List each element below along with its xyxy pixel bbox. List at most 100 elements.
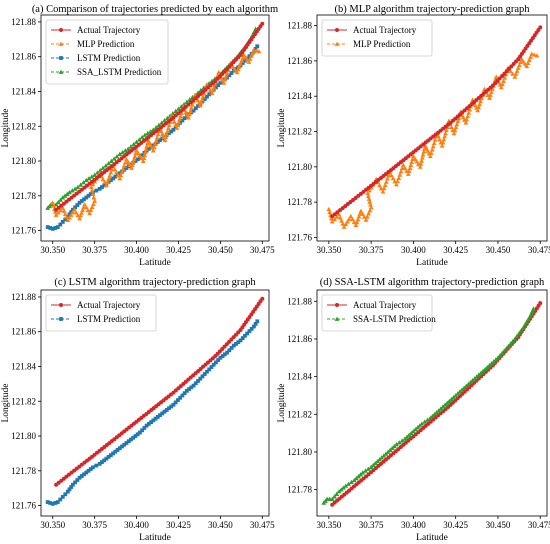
data-point-mlp (350, 216, 355, 222)
legend-marker-actual (335, 303, 339, 307)
data-point-lstm (240, 61, 245, 65)
data-point-lstm (169, 404, 174, 409)
data-point-lstm (124, 441, 129, 445)
data-point-ssa (83, 177, 89, 183)
data-point-lstm (255, 44, 260, 49)
x-tick-label: 30.350 (316, 520, 341, 530)
data-point-ssa (422, 419, 428, 424)
data-point-mlp (367, 199, 373, 204)
data-point-ssa (78, 182, 84, 187)
data-point-lstm (209, 365, 214, 369)
data-point-lstm (227, 348, 232, 353)
data-point-lstm (247, 54, 252, 59)
legend-marker-mlp (58, 41, 64, 46)
data-point-lstm (113, 449, 118, 454)
data-point-mlp (465, 113, 471, 119)
data-point-lstm (108, 178, 113, 183)
data-point-lstm (75, 203, 80, 207)
data-point-lstm (48, 226, 53, 230)
data-point-lstm (202, 97, 207, 101)
data-point-lstm (86, 468, 91, 473)
series-actual (54, 21, 265, 212)
data-point-mlp (100, 176, 106, 182)
x-tick-label: 30.475 (528, 520, 550, 530)
data-point-lstm (234, 341, 238, 346)
data-point-mlp (348, 213, 354, 219)
data-point-mlp (382, 182, 388, 188)
data-point-lstm (173, 400, 178, 405)
y-tick-label: 121.80 (11, 431, 36, 441)
data-point-mlp (144, 143, 150, 149)
data-point-lstm (75, 478, 80, 482)
data-point-lstm (218, 80, 223, 85)
data-point-lstm (131, 435, 136, 440)
data-point-mlp (430, 144, 436, 149)
data-point-lstm (193, 106, 198, 111)
data-point-mlp (534, 53, 540, 58)
data-point-lstm (104, 456, 109, 461)
data-point-lstm (111, 176, 115, 181)
data-point-mlp (130, 159, 136, 165)
data-point-ssa (187, 97, 193, 102)
data-point-lstm (111, 451, 115, 456)
data-point-lstm (140, 153, 145, 158)
y-tick-label: 121.88 (11, 17, 36, 27)
y-axis-label: Longitude (277, 383, 287, 422)
data-point-mlp (366, 196, 372, 201)
data-point-mlp (326, 206, 332, 212)
data-point-mlp (455, 118, 461, 124)
data-point-ssa (504, 345, 509, 351)
data-point-lstm (176, 398, 180, 403)
legend-marker-ssa (334, 316, 340, 321)
data-point-mlp (222, 77, 228, 82)
y-tick-label: 121.88 (11, 292, 36, 302)
y-tick-label: 121.76 (11, 501, 36, 511)
data-point-lstm (129, 162, 133, 167)
data-point-mlp (358, 208, 364, 213)
legend: Actual Trajectory MLP Prediction (321, 19, 433, 57)
legend-label: Actual Trajectory (77, 300, 141, 310)
data-point-mlp (88, 207, 94, 213)
data-point-mlp (87, 210, 93, 216)
data-point-mlp (140, 158, 146, 163)
x-tick-label: 30.400 (401, 520, 426, 530)
data-point-mlp (117, 176, 123, 181)
data-point-mlp (452, 127, 458, 133)
data-point-mlp (153, 138, 159, 143)
data-point-lstm (189, 385, 194, 390)
data-point-mlp (92, 198, 98, 203)
data-point-mlp (332, 216, 337, 222)
data-point-mlp (177, 116, 183, 121)
data-point-lstm (79, 474, 84, 478)
data-point-mlp (204, 82, 210, 87)
data-point-mlp (112, 166, 118, 172)
data-point-mlp (129, 165, 134, 170)
data-point-ssa (139, 134, 145, 140)
data-point-lstm (55, 500, 60, 504)
data-point-lstm (53, 226, 58, 230)
data-point-ssa (514, 333, 520, 339)
data-point-lstm (180, 118, 185, 123)
data-point-mlp (488, 92, 493, 97)
data-point-lstm (48, 501, 53, 505)
data-point-mlp (162, 137, 168, 143)
y-axis-label: Longitude (1, 108, 11, 147)
data-point-lstm (106, 454, 111, 459)
data-point-lstm (207, 92, 212, 97)
data-point-ssa (338, 487, 344, 492)
y-tick-label: 121.78 (287, 197, 312, 207)
data-point-mlp (178, 113, 184, 118)
legend-box (45, 294, 157, 332)
data-point-mlp (210, 87, 216, 93)
data-point-mlp (155, 132, 161, 137)
data-point-lstm (184, 388, 189, 393)
data-point-mlp (211, 84, 217, 90)
data-point-mlp (395, 178, 401, 184)
data-point-mlp (489, 89, 494, 94)
legend-marker-lstm (59, 56, 63, 60)
data-point-lstm (193, 381, 198, 386)
data-point-ssa (53, 202, 59, 207)
y-tick-label: 121.84 (11, 361, 36, 371)
data-point-mlp (329, 219, 335, 224)
data-point-mlp (500, 81, 505, 87)
